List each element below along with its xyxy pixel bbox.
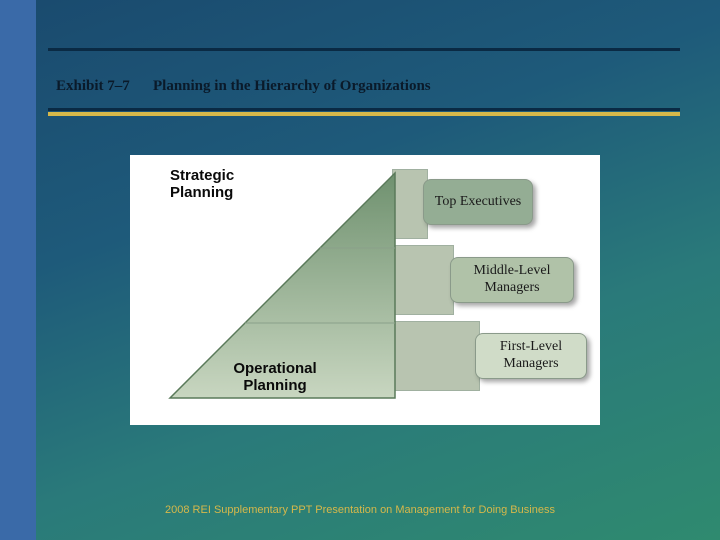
level-label: Top Executives	[435, 194, 522, 211]
header-area: Exhibit 7–7 Planning in the Hierarchy of…	[48, 48, 680, 128]
left-accent-bar	[0, 0, 36, 540]
header-rule-top	[48, 48, 680, 51]
header-rule-bottom-gold	[48, 112, 680, 116]
level-label: Middle-Level Managers	[461, 263, 563, 297]
exhibit-label: Exhibit 7–7	[56, 78, 130, 95]
level-box-top-executives: Top Executives	[423, 179, 533, 225]
footer-text: 2008 REI Supplementary PPT Presentation …	[0, 504, 720, 516]
header-rule-bottom-dark	[48, 108, 680, 111]
guide-level-2	[392, 245, 454, 315]
slide-title: Planning in the Hierarchy of Organizatio…	[153, 78, 431, 95]
level-box-first-level-managers: First-Level Managers	[475, 333, 587, 379]
guide-level-3	[392, 321, 480, 391]
triangle-label-strategic: Strategic Planning	[170, 167, 280, 202]
diagram-panel: Strategic Planning Operational Planning …	[130, 155, 600, 425]
triangle-label-operational: Operational Planning	[210, 360, 340, 395]
level-label: First-Level Managers	[486, 339, 576, 373]
level-box-middle-managers: Middle-Level Managers	[450, 257, 574, 303]
